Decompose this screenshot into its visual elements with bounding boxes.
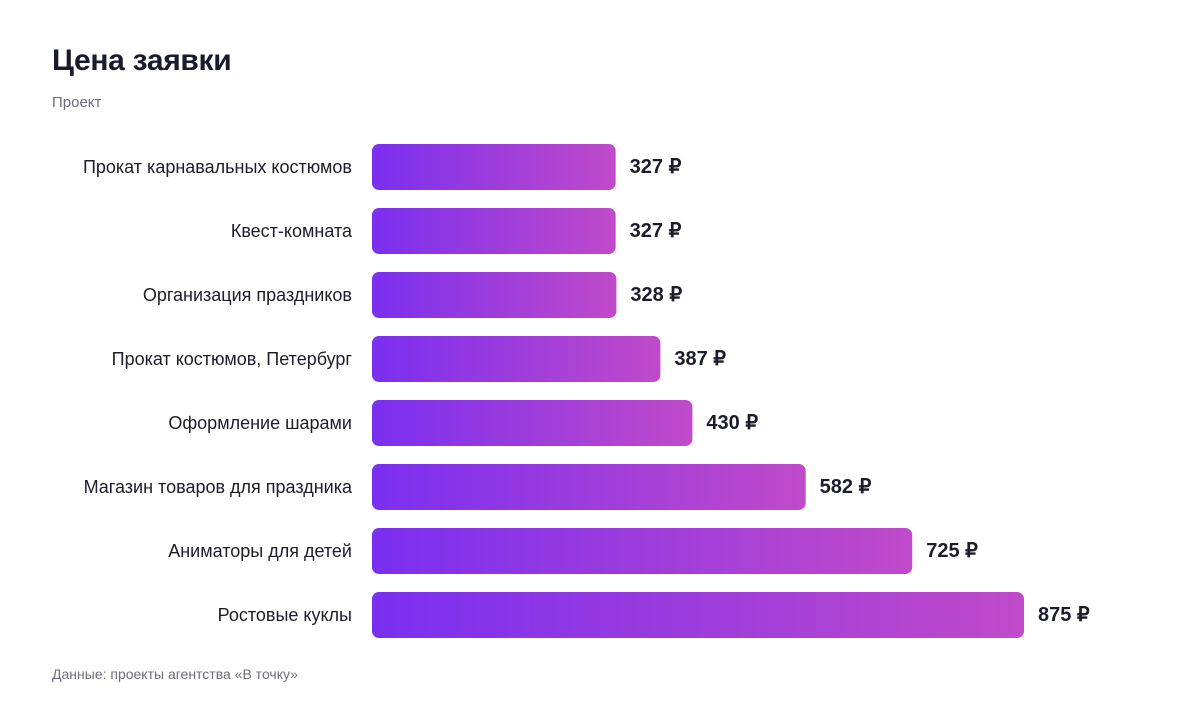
bar [372,208,616,254]
category-label: Аниматоры для детей [168,541,352,561]
category-label: Прокат карнавальных костюмов [83,157,352,177]
bar [372,144,616,190]
bar [372,400,693,446]
value-label: 387 ₽ [674,348,726,370]
category-label: Прокат костюмов, Петербург [112,349,353,369]
value-label: 582 ₽ [820,476,872,498]
value-label: 328 ₽ [630,284,682,306]
data-source-note: Данные: проекты агентства «В точку» [52,666,298,682]
category-label: Оформление шарами [168,413,352,433]
value-label: 725 ₽ [926,540,978,562]
value-label: 327 ₽ [630,156,682,178]
category-label: Ростовые куклы [218,605,352,625]
value-label: 327 ₽ [630,220,682,242]
category-label: Магазин товаров для праздника [84,477,353,497]
category-label: Квест-комната [231,221,353,241]
value-label: 875 ₽ [1038,604,1090,626]
category-label: Организация праздников [143,285,352,305]
chart-title: Цена заявки [52,44,232,77]
bar [372,464,806,510]
value-label: 430 ₽ [706,412,758,434]
bar [372,272,617,318]
bar [372,528,913,574]
bar [372,336,661,382]
chart-subtitle: Проект [52,94,102,111]
bar [372,592,1024,638]
